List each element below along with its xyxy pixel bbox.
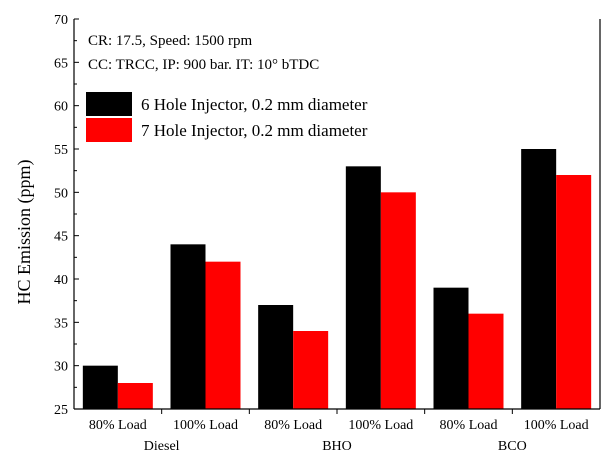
legend-label-series-1: 6 Hole Injector, 0.2 mm diameter: [141, 95, 368, 114]
y-axis-label: HC Emission (ppm): [14, 159, 35, 304]
x-category-label-6: 100% Load: [524, 418, 589, 433]
y-tick-label-60: 60: [54, 100, 68, 115]
x-group-label-3: BCO: [498, 439, 527, 454]
y-tick-label-40: 40: [54, 273, 68, 288]
x-group-label-2: BHO: [322, 439, 352, 454]
y-tick-label-35: 35: [54, 316, 68, 331]
bar-series2-cat6: [556, 175, 592, 409]
annotations-layer: CR: 17.5, Speed: 1500 rpm CC: TRCC, IP: …: [88, 33, 319, 73]
bar-series1-cat2: [170, 244, 206, 409]
x-category-label-5: 80% Load: [440, 418, 498, 433]
bars-layer: [82, 149, 592, 409]
annotation-conditions-1: CR: 17.5, Speed: 1500 rpm: [88, 33, 252, 49]
bar-series2-cat2: [205, 261, 241, 409]
bar-series2-cat1: [117, 383, 153, 409]
y-ticks-layer: 25 30 35 40 45 50 55 60 65 70: [54, 13, 79, 418]
y-tick-label-25: 25: [54, 403, 68, 418]
x-labels-layer: 80% Load 100% Load 80% Load 100% Load 80% Lo…: [89, 409, 589, 454]
y-tick-label-50: 50: [54, 186, 68, 201]
y-tick-label-45: 45: [54, 230, 68, 245]
y-tick-label-55: 55: [54, 143, 68, 158]
y-tick-label-70: 70: [54, 13, 68, 28]
legend-label-series-2: 7 Hole Injector, 0.2 mm diameter: [141, 121, 368, 140]
x-category-label-2: 100% Load: [173, 418, 238, 433]
y-tick-label-30: 30: [54, 360, 68, 375]
bar-series1-cat4: [345, 166, 381, 409]
bar-series1-cat5: [433, 287, 469, 409]
bar-series2-cat4: [380, 192, 416, 409]
bar-series1-cat3: [258, 305, 294, 409]
x-category-label-1: 80% Load: [89, 418, 147, 433]
bar-series2-cat3: [293, 331, 329, 409]
legend-swatch-series-1: [86, 92, 132, 116]
bar-series1-cat6: [521, 149, 557, 409]
bar-series1-cat1: [82, 365, 118, 409]
x-group-label-1: Diesel: [144, 439, 180, 454]
x-category-label-4: 100% Load: [348, 418, 413, 433]
axes-layer: [73, 19, 601, 410]
x-category-label-3: 80% Load: [264, 418, 322, 433]
legend: 6 Hole Injector, 0.2 mm diameter 7 Hole …: [86, 92, 368, 142]
legend-swatch-series-2: [86, 118, 132, 142]
annotation-conditions-2: CC: TRCC, IP: 900 bar. IT: 10° bTDC: [88, 57, 319, 73]
y-tick-label-65: 65: [54, 56, 68, 71]
bar-series2-cat5: [468, 313, 504, 409]
